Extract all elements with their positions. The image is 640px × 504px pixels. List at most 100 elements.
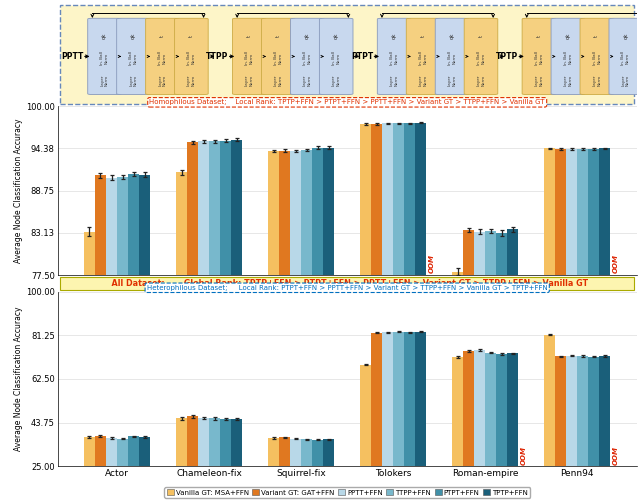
- Text: In. Ball
Norm: In. Ball Norm: [390, 51, 399, 65]
- Bar: [566, 356, 577, 504]
- Bar: [323, 439, 334, 504]
- Bar: [588, 356, 600, 504]
- FancyBboxPatch shape: [378, 18, 411, 95]
- Text: qk: qk: [449, 32, 454, 39]
- Text: qk: qk: [623, 32, 628, 39]
- Bar: [176, 418, 187, 504]
- FancyBboxPatch shape: [232, 18, 266, 95]
- Text: In. Ball
Norm: In. Ball Norm: [448, 51, 456, 65]
- Text: In. Ball
Norm: In. Ball Norm: [100, 51, 109, 65]
- Text: OOM: OOM: [521, 446, 527, 465]
- FancyBboxPatch shape: [61, 277, 634, 290]
- Text: In. Ball
Norm: In. Ball Norm: [274, 51, 283, 65]
- Text: In. Ball
Norm: In. Ball Norm: [187, 51, 196, 65]
- Text: Layer
Norm: Layer Norm: [390, 75, 399, 86]
- Text: In. Ball
Norm: In. Ball Norm: [534, 51, 543, 65]
- Text: In. Ball
Norm: In. Ball Norm: [245, 51, 253, 65]
- FancyBboxPatch shape: [262, 18, 295, 95]
- FancyBboxPatch shape: [291, 18, 324, 95]
- Text: Layer
Norm: Layer Norm: [593, 75, 601, 86]
- Bar: [404, 123, 415, 504]
- Text: Layer
Norm: Layer Norm: [274, 75, 283, 86]
- Text: t: t: [595, 34, 599, 37]
- Bar: [600, 356, 611, 504]
- Bar: [600, 148, 611, 504]
- FancyBboxPatch shape: [175, 18, 208, 95]
- Bar: [128, 174, 139, 504]
- FancyBboxPatch shape: [406, 18, 440, 95]
- Text: In. Ball
Norm: In. Ball Norm: [158, 51, 167, 65]
- Text: OOM: OOM: [613, 446, 619, 465]
- Text: Layer
Norm: Layer Norm: [564, 75, 572, 86]
- Text: Layer
Norm: Layer Norm: [303, 75, 312, 86]
- FancyBboxPatch shape: [464, 18, 498, 95]
- Bar: [279, 151, 290, 504]
- Bar: [371, 124, 382, 504]
- Bar: [556, 356, 566, 504]
- Bar: [209, 418, 220, 504]
- Bar: [577, 149, 588, 504]
- Text: t: t: [479, 34, 483, 37]
- Text: In. Ball
Norm: In. Ball Norm: [621, 51, 630, 65]
- Bar: [463, 351, 474, 504]
- Bar: [198, 418, 209, 504]
- Text: PTPT: PTPT: [351, 52, 373, 61]
- Bar: [209, 142, 220, 504]
- Text: t: t: [420, 34, 426, 37]
- Bar: [279, 437, 290, 504]
- Text: qk: qk: [305, 32, 310, 39]
- Bar: [117, 177, 128, 504]
- Bar: [198, 142, 209, 504]
- Bar: [393, 123, 404, 504]
- Bar: [463, 230, 474, 504]
- Text: qk: qk: [131, 32, 136, 39]
- Bar: [231, 419, 243, 504]
- Bar: [95, 436, 106, 504]
- Bar: [290, 439, 301, 504]
- FancyBboxPatch shape: [116, 18, 150, 95]
- Text: Layer
Norm: Layer Norm: [448, 75, 456, 86]
- Bar: [415, 122, 426, 504]
- Text: In. Ball
Norm: In. Ball Norm: [129, 51, 138, 65]
- FancyBboxPatch shape: [609, 18, 640, 95]
- Bar: [84, 437, 95, 504]
- Bar: [497, 354, 508, 504]
- Bar: [577, 356, 588, 504]
- Text: qk: qk: [565, 32, 570, 39]
- FancyBboxPatch shape: [146, 18, 179, 95]
- Text: Layer
Norm: Layer Norm: [477, 75, 485, 86]
- Text: qk: qk: [102, 32, 107, 39]
- Legend: Vanilla GT: MSA+FFN, Variant GT: GAT+FFN, PPTT+FFN, TTPP+FFN, PTPT+FFN, TPTP+FFN: Vanilla GT: MSA+FFN, Variant GT: GAT+FFN…: [164, 487, 530, 497]
- Bar: [95, 175, 106, 504]
- Y-axis label: Average Node Classification Accuracy: Average Node Classification Accuracy: [14, 306, 23, 451]
- Text: In. Ball
Norm: In. Ball Norm: [593, 51, 601, 65]
- Bar: [268, 151, 279, 504]
- Bar: [544, 335, 556, 504]
- Text: Layer
Norm: Layer Norm: [332, 75, 340, 86]
- Text: Layer
Norm: Layer Norm: [534, 75, 543, 86]
- FancyBboxPatch shape: [522, 18, 556, 95]
- Text: TTPP: TTPP: [206, 52, 228, 61]
- Bar: [474, 232, 485, 504]
- Text: In. Ball
Norm: In. Ball Norm: [477, 51, 485, 65]
- Text: Layer
Norm: Layer Norm: [419, 75, 428, 86]
- Bar: [128, 436, 139, 504]
- Bar: [301, 439, 312, 504]
- Bar: [139, 437, 150, 504]
- Bar: [452, 272, 463, 504]
- Bar: [497, 233, 508, 504]
- Bar: [382, 332, 393, 504]
- Text: Heterophilous Dataset;     Local Rank: PTPT+FFN > PPTT+FFN > Variant GT > TTPP+F: Heterophilous Dataset; Local Rank: PTPT+…: [147, 285, 548, 291]
- Bar: [176, 172, 187, 504]
- Bar: [301, 150, 312, 504]
- Bar: [312, 148, 323, 504]
- Bar: [187, 142, 198, 504]
- Text: qk: qk: [392, 32, 397, 39]
- Bar: [139, 174, 150, 504]
- Text: Layer
Norm: Layer Norm: [621, 75, 630, 86]
- Bar: [452, 357, 463, 504]
- Text: t: t: [189, 34, 194, 37]
- Bar: [312, 439, 323, 504]
- Text: In. Ball
Norm: In. Ball Norm: [564, 51, 572, 65]
- Bar: [290, 151, 301, 504]
